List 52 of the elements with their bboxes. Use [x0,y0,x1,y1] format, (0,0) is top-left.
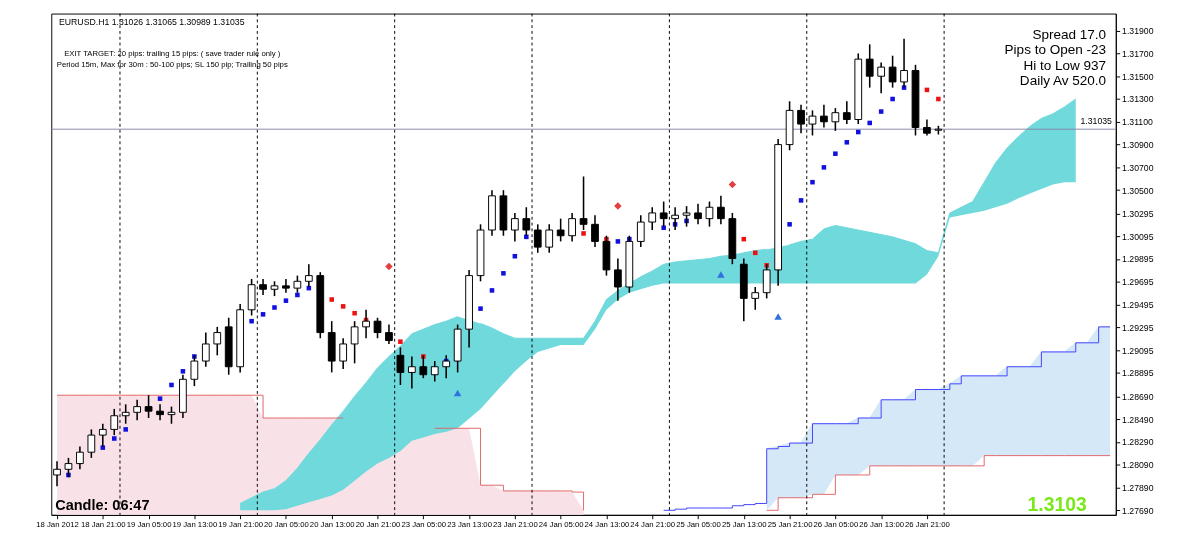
x-tick-label: 23 Jan 13:00 [447,519,492,529]
x-tick-label: 18 Jan 2012 [36,519,79,529]
y-tick-label: 1.31700 [1122,48,1154,59]
x-tick-label: 25 Jan 21:00 [767,519,813,529]
annotation: Daily Av 520.0 [1019,73,1107,89]
annotation: Spread 17.0 [1032,26,1107,42]
y-tick-label: 1.29895 [1122,254,1154,265]
y-tick-label: 1.27690 [1122,505,1154,516]
annotation: Pips to Open -23 [1004,42,1107,58]
y-tick-label: 1.30700 [1122,162,1154,173]
x-tick-label: 20 Jan 21:00 [355,519,401,529]
y-tick-label: 1.29695 [1122,277,1154,288]
x-tick-label: 19 Jan 05:00 [126,519,172,529]
x-tick-label: 18 Jan 21:00 [80,519,126,529]
x-tick-label: 19 Jan 13:00 [172,519,218,529]
y-tick-label: 1.30295 [1122,208,1154,219]
x-tick-label: 24 Jan 13:00 [584,519,630,529]
y-tick-label: 1.29495 [1122,300,1154,311]
annotation: Candle: 06:47 [55,497,150,514]
y-tick-label: 1.30900 [1122,139,1154,150]
y-tick-label: 1.30095 [1122,231,1154,242]
x-tick-label: 26 Jan 13:00 [859,519,905,529]
y-tick-label: 1.31500 [1122,71,1154,82]
annotation: Hi to Low 937 [1023,57,1107,73]
x-tick-label: 19 Jan 21:00 [218,519,264,529]
y-tick-label: 1.31100 [1122,117,1154,128]
y-tick-label: 1.28090 [1122,460,1154,471]
x-tick-label: 23 Jan 05:00 [401,519,447,529]
annotation: 1.3103 [1027,492,1088,515]
y-tick-label: 1.31300 [1122,94,1154,105]
x-tick-label: 26 Jan 05:00 [813,519,859,529]
y-tick-label: 1.29295 [1122,322,1154,333]
x-tick-label: 26 Jan 21:00 [905,519,950,529]
y-tick-label: 1.30500 [1122,185,1154,196]
x-tick-label: 24 Jan 05:00 [538,519,584,529]
y-tick-label: 1.28690 [1122,391,1154,402]
annotation: Period 15m, Max for 30m : 50-100 pips; SL 150 pip; Trailing 50 pips [56,59,288,69]
ref-line-label: 1.31035 [1080,116,1113,127]
y-tick-label: 1.28290 [1122,437,1154,448]
x-tick-label: 23 Jan 21:00 [492,519,538,529]
y-tick-label: 1.31900 [1122,26,1154,37]
x-tick-label: 20 Jan 05:00 [264,519,309,529]
x-tick-label: 25 Jan 13:00 [721,519,767,529]
x-tick-label: 20 Jan 13:00 [309,519,355,529]
y-tick-label: 1.28490 [1122,414,1154,425]
chart-title: EURUSD.H1 1.31026 1.31065 1.30989 1.31035 [59,17,245,28]
annotation: EXIT TARGET: 20 pips: trailing 15 pips: ( save trader rule only ) [64,49,281,59]
y-tick-label: 1.28895 [1122,368,1154,379]
x-tick-label: 24 Jan 21:00 [630,519,676,529]
y-tick-label: 1.29095 [1122,345,1154,356]
y-tick-label: 1.27890 [1122,482,1154,493]
x-tick-label: 25 Jan 05:00 [676,519,721,529]
